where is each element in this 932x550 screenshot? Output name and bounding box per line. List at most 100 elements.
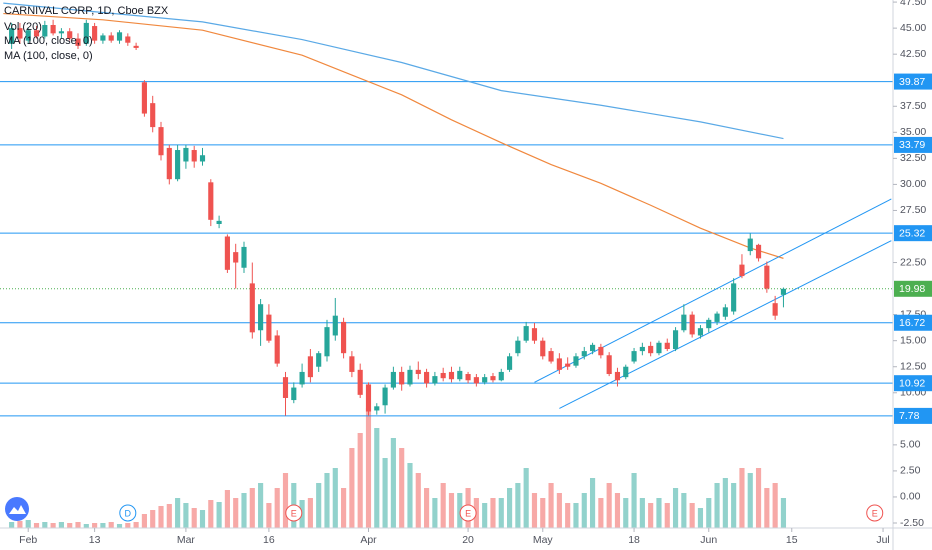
volume-bar xyxy=(540,498,546,528)
level-label-box xyxy=(894,407,932,424)
volume-bar xyxy=(9,522,15,528)
moving-average xyxy=(3,2,784,140)
volume-bar xyxy=(731,483,737,528)
candle-body xyxy=(639,346,645,352)
candle-body xyxy=(614,371,621,381)
volume-bar xyxy=(241,493,247,528)
candle-body xyxy=(772,303,778,316)
volume-bar xyxy=(75,522,81,528)
candle-body xyxy=(465,374,471,381)
volume-bar xyxy=(332,468,338,528)
candle-body xyxy=(324,327,330,357)
candle-body xyxy=(399,371,405,385)
candle-body xyxy=(415,369,421,375)
volume-bar xyxy=(656,498,662,528)
y-tick-label: 5.00 xyxy=(900,439,921,451)
candle-body xyxy=(714,313,720,322)
candle-body xyxy=(448,371,455,380)
volume-bar xyxy=(266,503,272,528)
candle-body xyxy=(498,371,504,381)
volume-bar xyxy=(216,502,222,528)
candle-body xyxy=(150,103,156,128)
candle-body xyxy=(747,238,753,252)
candle-body xyxy=(208,182,214,220)
candle-body xyxy=(216,220,222,224)
candle-body xyxy=(133,45,139,48)
candle-body xyxy=(17,28,23,39)
volume-bar xyxy=(158,506,164,528)
volume-bar xyxy=(208,500,214,528)
x-tick-label: Jun xyxy=(700,534,717,546)
volume-bar xyxy=(424,488,430,528)
candle-body xyxy=(75,38,81,46)
volume-bar xyxy=(175,498,181,528)
x-tick-label: 20 xyxy=(462,534,474,546)
candle-body xyxy=(764,265,770,289)
volume-bar xyxy=(523,468,529,528)
volume-bar xyxy=(440,483,446,528)
candle-body xyxy=(166,147,172,180)
candle-body xyxy=(589,344,596,352)
volume-bar xyxy=(739,468,745,528)
y-tick-label: 2.50 xyxy=(900,465,921,477)
volume-bar xyxy=(249,488,255,528)
axes: 47.50 45.00 42.50 37.50 35.00 32.50 30.00 27.50… xyxy=(19,0,932,546)
candle-body xyxy=(199,155,206,162)
volume-bar xyxy=(258,483,264,528)
trend-line xyxy=(559,240,892,409)
candle-body xyxy=(689,314,695,335)
y-tick-label: 32.50 xyxy=(900,152,926,164)
volume-bar xyxy=(92,523,98,528)
volume-bar xyxy=(407,463,413,528)
candle-body xyxy=(573,356,579,366)
volume-bar xyxy=(415,473,421,528)
level-label-box xyxy=(894,73,932,90)
volume-bar xyxy=(100,523,106,528)
volume-bar xyxy=(681,493,687,528)
candle-body xyxy=(266,314,272,341)
volume-bar xyxy=(764,488,770,528)
volume-bar xyxy=(233,498,239,528)
candle-body xyxy=(531,328,538,341)
volume-bar xyxy=(316,483,322,528)
volume-bar xyxy=(108,522,114,528)
level-label: 7.78 xyxy=(899,410,920,422)
candle-body xyxy=(739,264,745,277)
y-tick-label: 12.50 xyxy=(900,361,926,373)
volume-bar xyxy=(365,408,372,528)
candle-body xyxy=(42,25,48,37)
event-marker xyxy=(119,504,137,522)
candle-body xyxy=(606,355,612,375)
volume-bar xyxy=(17,521,23,528)
candle-body xyxy=(490,376,496,381)
legend-ma: MA (100, close, 0) xyxy=(4,35,93,47)
volume-bar xyxy=(589,478,596,528)
volume-bar xyxy=(282,473,289,528)
volume-bar xyxy=(772,483,778,528)
candle-body xyxy=(565,363,571,367)
legend-volume: Vol (20) xyxy=(4,21,42,33)
y-tick-label: 42.50 xyxy=(900,48,926,60)
volume-bar xyxy=(150,510,156,528)
y-tick-label: 27.50 xyxy=(900,204,926,216)
y-tick-label: 47.50 xyxy=(900,0,926,8)
volume-bar xyxy=(689,503,695,528)
candle-body xyxy=(349,356,355,372)
volume-bar xyxy=(780,498,787,528)
candle-body xyxy=(365,384,372,412)
event-marker xyxy=(459,504,477,522)
volume-bar xyxy=(349,448,355,528)
volume-bar xyxy=(598,498,604,528)
volume-bar xyxy=(125,523,131,528)
candle-body xyxy=(316,353,322,367)
volume-bar xyxy=(457,493,463,528)
candle-body xyxy=(432,376,438,384)
candle-body xyxy=(697,328,704,336)
candle-body xyxy=(83,22,89,44)
candle-body xyxy=(656,342,662,354)
volume-bar xyxy=(191,508,197,528)
y-tick-label: -2.50 xyxy=(900,517,924,529)
candle-body xyxy=(9,28,15,44)
level-label: 19.98 xyxy=(899,283,925,295)
